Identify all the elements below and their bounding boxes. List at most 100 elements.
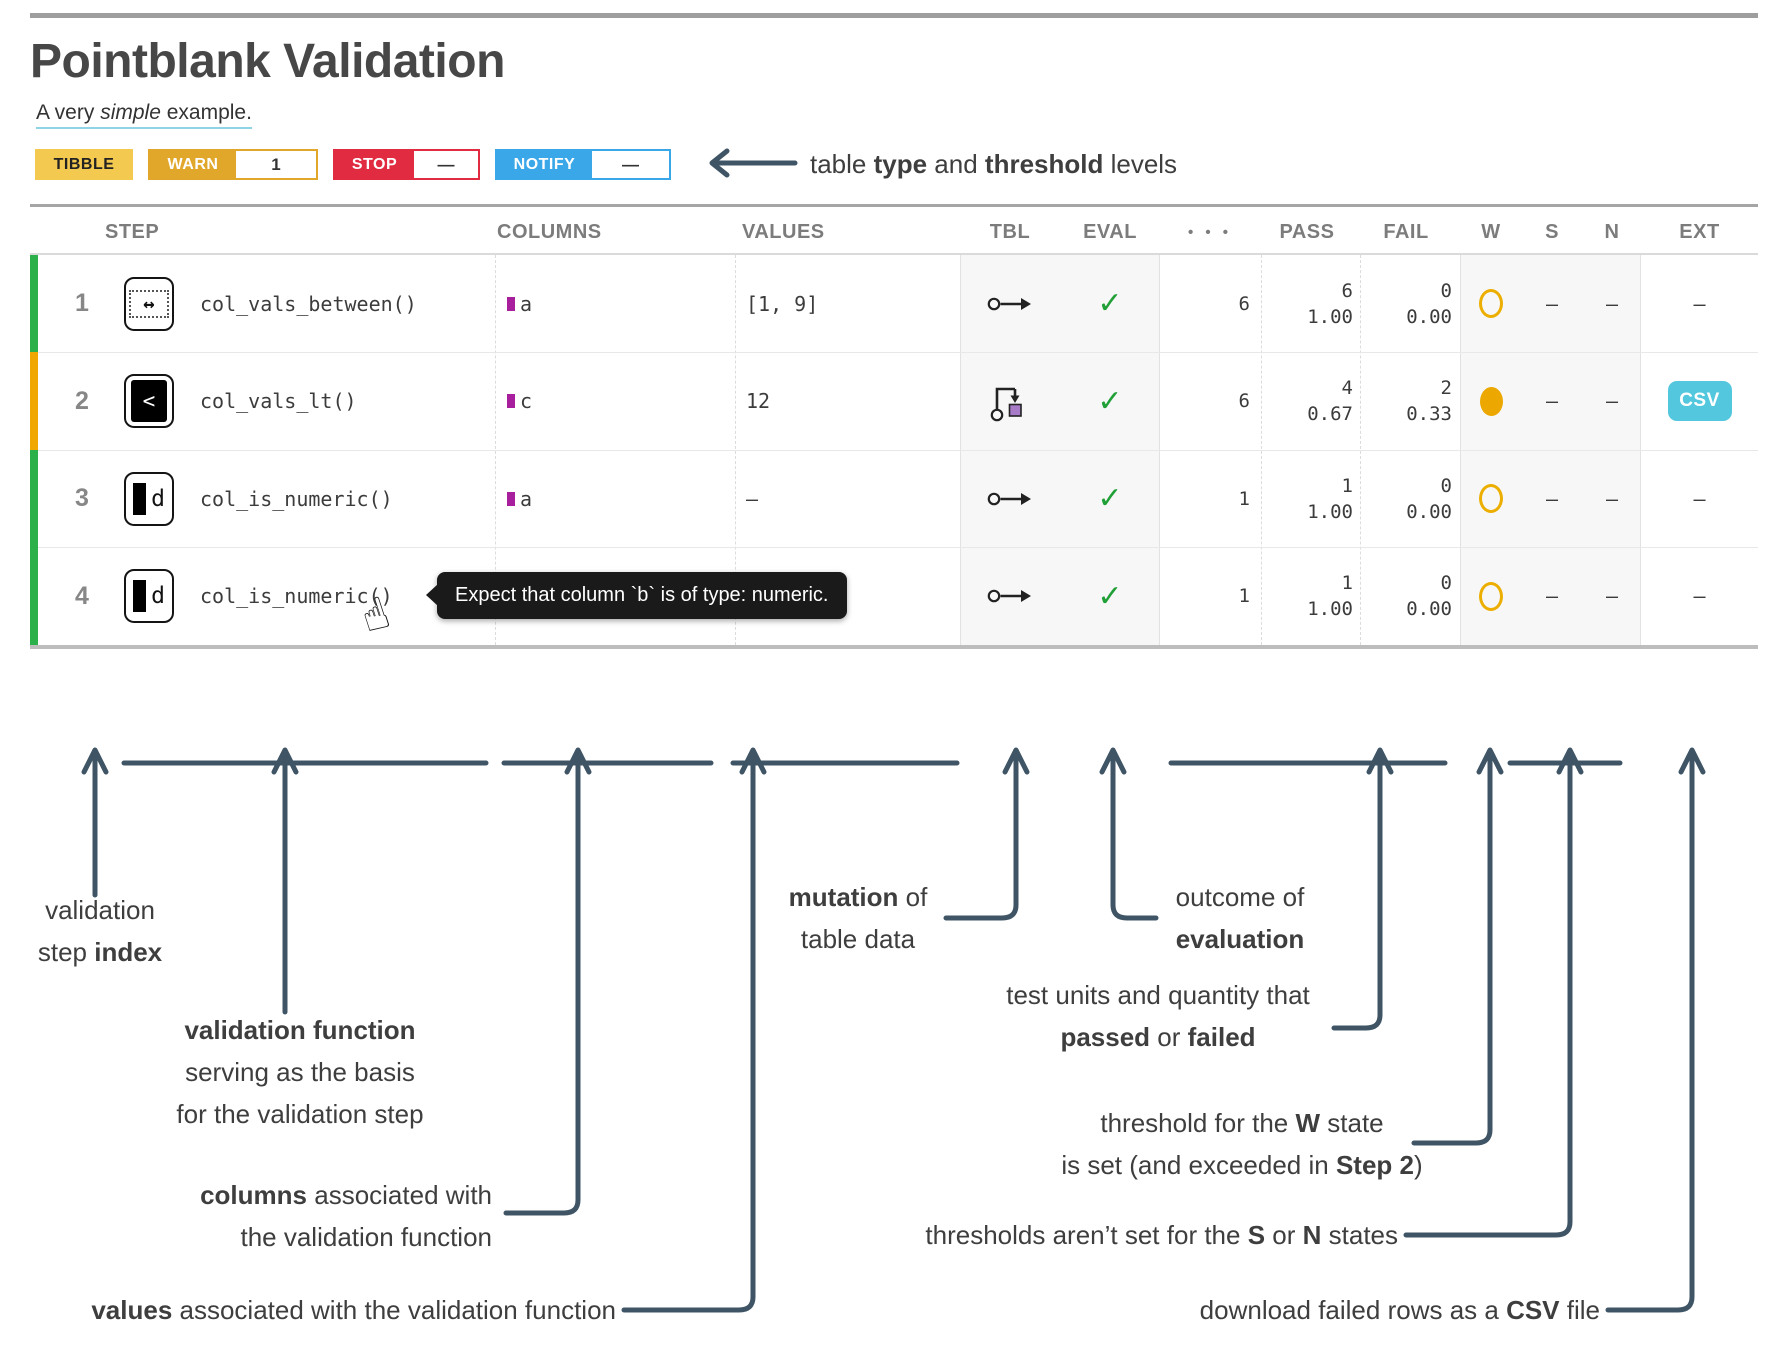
annotation-outcome: outcome of evaluation [1175,882,1305,954]
values-cell: 12 [746,389,771,413]
pass-cell: 1 1.00 [1261,450,1353,547]
tooltip-text: Expect that column `b` is of type: numer… [455,584,829,606]
warn-value: 1 [236,151,316,178]
col-header-units-dots: • • • [1187,223,1233,241]
row-divider [38,352,1758,353]
col-header-columns: COLUMNS [497,220,602,243]
fn-tooltip: Expect that column `b` is of type: numer… [426,572,847,619]
notify-state-cell: — [1605,291,1619,316]
validation-fn-cell[interactable]: col_is_numeric() [200,584,393,608]
pass-count: 1 [1341,572,1353,594]
callout-arrowhead-icon [709,148,730,178]
sn-threshold-connector [1403,751,1573,1238]
pass-count: 1 [1341,474,1353,497]
stop-state-cell: — [1545,389,1559,413]
fail-fraction: 0.00 [1406,500,1452,523]
warn-label: WARN [150,151,236,178]
col-header-fail: FAIL [1383,220,1429,243]
stop-state-cell: — [1545,291,1559,316]
validation-fn-cell[interactable]: col_vals_between() [200,291,417,316]
row-status-bar [30,255,38,352]
validation-fn-cell[interactable]: col_vals_lt() [200,389,357,413]
notify-state-cell: — [1605,584,1619,608]
warn-threshold-open-icon [1479,581,1503,611]
annotation-step-index: validation step index [37,895,163,967]
fail-count: 2 [1440,377,1452,399]
notify-value: — [592,151,669,178]
validation-fn-cell[interactable]: col_is_numeric() [200,486,393,511]
step-index-cell: 1 [75,289,89,317]
notify-label: NOTIFY [497,151,592,178]
mutation-connector [943,751,1019,921]
annotation-columns: columns associated with the validation fu… [200,1180,492,1252]
units-cell: 1 [1238,585,1250,607]
notify-threshold-badge: NOTIFY — [495,149,671,180]
stop-value: — [414,151,478,178]
col-header-n: N [1604,220,1620,243]
column-name: a [520,486,533,511]
pass-count: 6 [1341,279,1353,302]
pass-count: 4 [1341,377,1353,399]
columns-connector [503,751,581,1216]
pass-fraction: 1.00 [1307,305,1353,328]
fail-cell: 0 0.00 [1360,255,1452,352]
type-bar-glyph [133,580,147,612]
fail-count: 0 [1440,279,1452,302]
units-cell: 6 [1238,390,1250,412]
table-top-border [30,204,1758,207]
subtitle-emphasis: simple [100,101,161,124]
threshold-badge-row: TIBBLE WARN 1 STOP — NOTIFY — [35,149,671,180]
stop-label: STOP [335,151,414,178]
col-header-ext: EXT [1679,220,1720,243]
eval-check-icon: ✓ [1097,482,1123,515]
annotation-test-units: test units and quantity that passed or fa… [1006,980,1310,1052]
table-type-badge: TIBBLE [35,149,133,180]
report-subtitle: A very simple example. [36,101,252,129]
stop-state-cell: — [1545,584,1559,608]
row-status-bar [30,547,38,645]
stop-state-cell: — [1545,486,1559,511]
type-bar-glyph [133,482,147,515]
units-cell: 1 [1238,487,1250,510]
header-divider [30,253,1758,255]
row-status-bar [30,352,38,450]
column-chip-icon [507,394,515,408]
fail-fraction: 0.00 [1406,598,1452,620]
tbl-unchanged-icon [960,450,1060,547]
units-cell: 6 [1238,292,1250,315]
notify-state-cell: — [1605,486,1619,511]
tooltip-tail-icon [426,584,438,606]
values-cell: — [746,486,759,511]
step-index-cell: 4 [75,581,89,610]
csv-download-button[interactable]: CSV [1667,381,1732,421]
eval-check-icon: ✓ [1097,579,1123,613]
col-vals-between-icon: ↔ [124,276,174,331]
pass-cell: 1 1.00 [1261,547,1353,645]
pass-cell: 6 1.00 [1261,255,1353,352]
eval-check-icon: ✓ [1097,287,1123,320]
pass-fraction: 1.00 [1307,500,1353,523]
warn-threshold-badge: WARN 1 [148,149,318,180]
table-row: 3 d col_is_numeric() a — ✓ 1 1 1.00 [30,450,1758,547]
type-letter-glyph: d [151,583,165,609]
subtitle-text: A very [36,101,101,124]
values-connector [621,751,756,1313]
pass-fraction: 0.67 [1307,403,1353,425]
fail-cell: 0 0.00 [1360,450,1452,547]
col-vals-lt-icon: < [124,374,174,428]
warn-threshold-open-icon [1479,484,1503,513]
col-header-s: S [1545,220,1559,243]
validation-table: STEP COLUMNS VALUES TBL EVAL • • • PASS … [30,204,1758,649]
warn-threshold-exceeded-icon [1479,386,1503,416]
annotation-values: values associated with the validation fu… [91,1295,616,1325]
table-row: 1 ↔ col_vals_between() a [1, 9] ✓ 6 6 1.… [30,255,1758,352]
outcome-connector [1110,751,1159,921]
report-top-rule [30,13,1758,18]
col-header-eval: EVAL [1083,220,1137,243]
subtitle-text: example. [160,101,252,124]
table-header-row: STEP COLUMNS VALUES TBL EVAL • • • PASS … [30,212,1758,252]
tbl-unchanged-icon [960,547,1060,645]
type-letter-glyph: d [151,485,165,512]
